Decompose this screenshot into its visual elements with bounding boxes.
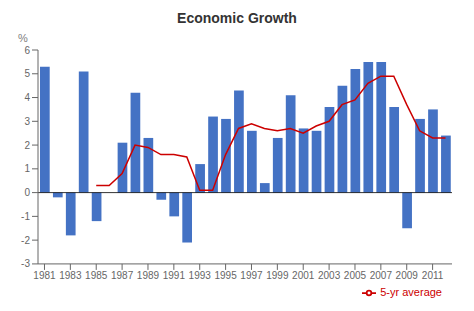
- svg-text:1: 1: [24, 163, 30, 174]
- html-text:5-yr average: 5-yr average: [380, 285, 442, 298]
- svg-text:4: 4: [24, 92, 30, 103]
- svg-text:1999: 1999: [266, 270, 289, 281]
- svg-text:2007: 2007: [370, 270, 393, 281]
- svg-text:1989: 1989: [137, 270, 160, 281]
- svg-text:2011: 2011: [422, 270, 444, 281]
- svg-text:2009: 2009: [396, 270, 419, 281]
- svg-text:%: %: [18, 32, 28, 44]
- svg-text:1991: 1991: [163, 270, 186, 281]
- svg-text:1981: 1981: [33, 270, 56, 281]
- svg-text:1995: 1995: [214, 270, 237, 281]
- svg-text:2005: 2005: [344, 270, 367, 281]
- html-text:Economic Growth: Economic Growth: [177, 10, 297, 26]
- svg-text:0: 0: [24, 187, 30, 198]
- svg-text:-3: -3: [21, 258, 30, 269]
- svg-text:1985: 1985: [85, 270, 108, 281]
- svg-text:2003: 2003: [318, 270, 341, 281]
- svg-text:1987: 1987: [111, 270, 134, 281]
- svg-text:3: 3: [24, 116, 30, 127]
- svg-text:1997: 1997: [240, 270, 263, 281]
- svg-text:1993: 1993: [189, 270, 212, 281]
- svg-text:6: 6: [24, 45, 30, 56]
- svg-text:-2: -2: [21, 235, 30, 246]
- svg-text:2: 2: [24, 140, 30, 151]
- svg-text:-1: -1: [21, 211, 30, 222]
- svg-text:5: 5: [24, 68, 30, 79]
- svg-text:2001: 2001: [292, 270, 315, 281]
- svg-text:1983: 1983: [59, 270, 82, 281]
